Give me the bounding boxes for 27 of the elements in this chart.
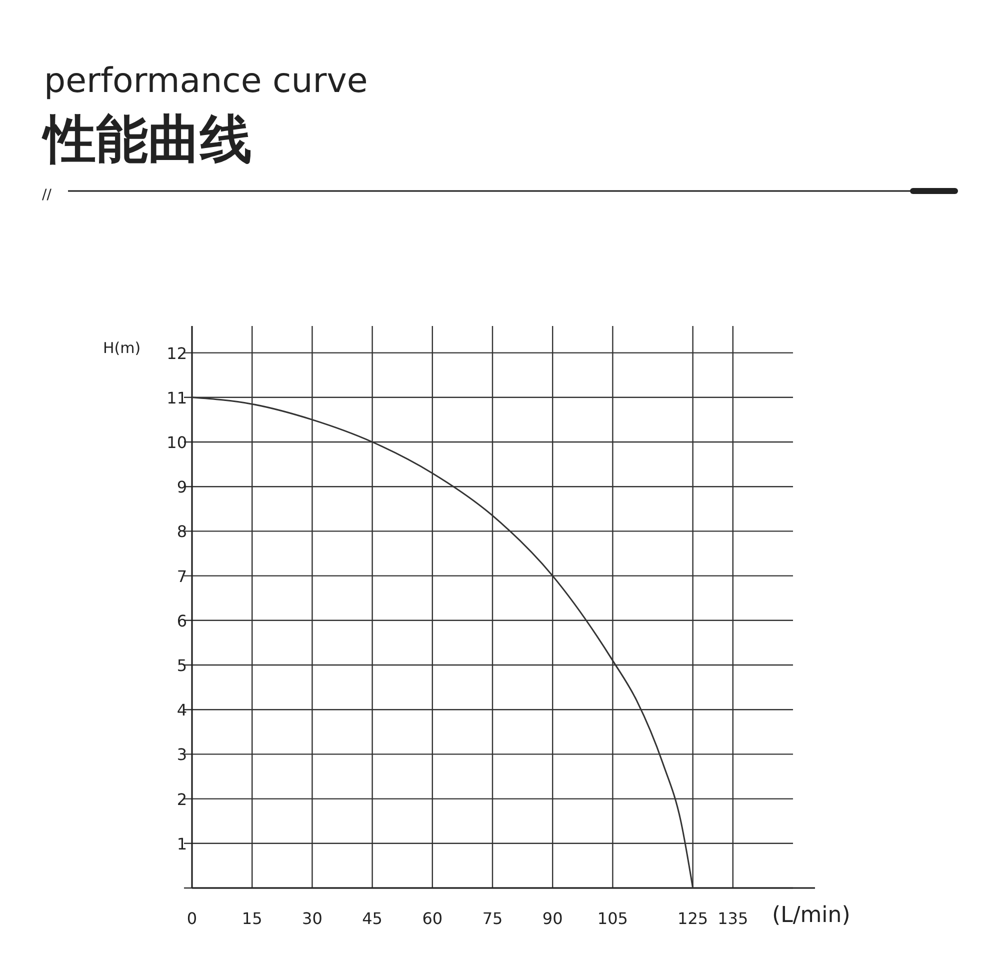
x-tick-label: 75 (482, 909, 503, 928)
y-tick-label: 6 (176, 611, 187, 630)
x-tick-label: 105 (597, 909, 628, 928)
y-tick-label: 5 (176, 656, 187, 675)
x-tick-label: 90 (542, 909, 563, 928)
x-tick-label: 60 (422, 909, 443, 928)
y-tick-label: 8 (176, 522, 187, 542)
y-tick-label: 1 (176, 834, 187, 854)
y-tick-label: 2 (176, 790, 187, 809)
x-tick-label: 0 (186, 909, 198, 928)
y-tick-label: 12 (166, 344, 187, 363)
x-axis-title: (L/min) (772, 903, 850, 928)
x-tick-label: 45 (362, 909, 382, 928)
y-tick-label: 9 (176, 478, 187, 497)
chart-title: performance curve (44, 61, 368, 101)
x-tick-label: 30 (302, 909, 322, 928)
y-tick-label: 10 (166, 433, 187, 452)
text: // (42, 187, 52, 203)
y-tick-label: 3 (176, 745, 187, 764)
x-tick-label: 125 (678, 909, 708, 928)
y-tick-label: 7 (176, 566, 187, 586)
x-tick-label: 135 (718, 909, 748, 928)
x-tick-label: 15 (242, 909, 262, 928)
y-tick-label: 4 (176, 700, 187, 720)
y-tick-label: 11 (166, 388, 187, 408)
chart-subtitle: 性能曲线 (41, 110, 252, 170)
y-axis-title: H(m) (103, 339, 141, 357)
